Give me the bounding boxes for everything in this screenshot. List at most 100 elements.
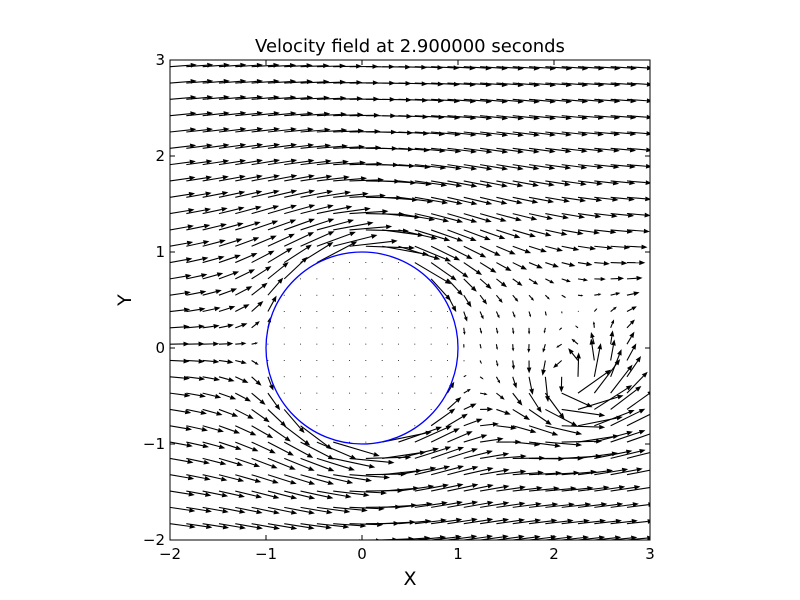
velocity-arrow: [594, 276, 606, 282]
velocity-arrow: [218, 323, 234, 329]
velocity-arrow: [463, 374, 467, 378]
velocity-arrow: [365, 425, 367, 427]
velocity-arrow: [414, 392, 416, 394]
velocity-arrow: [218, 506, 246, 514]
velocity-arrow: [512, 502, 542, 508]
velocity-arrow: [235, 269, 256, 280]
velocity-arrow: [381, 262, 383, 264]
velocity-arrow: [463, 213, 492, 223]
velocity-arrow: [479, 278, 492, 290]
velocity-arrow: [479, 517, 510, 525]
velocity-arrow: [251, 127, 280, 133]
velocity-arrow: [202, 408, 223, 416]
velocity-arrow: [463, 483, 494, 492]
velocity-arrow: [480, 534, 509, 540]
velocity-arrow: [284, 189, 316, 198]
velocity-arrow: [333, 191, 369, 198]
velocity-arrow: [316, 294, 318, 296]
velocity-arrow: [251, 506, 280, 515]
velocity-arrow: [512, 229, 536, 238]
velocity-arrow: [447, 180, 478, 188]
velocity-arrow: [251, 142, 281, 149]
velocity-arrow: [251, 441, 276, 454]
velocity-arrow: [300, 392, 302, 394]
velocity-arrow: [479, 360, 482, 365]
velocity-arrow: [594, 196, 619, 202]
velocity-arrow: [512, 376, 517, 389]
velocity-arrow: [577, 245, 597, 251]
velocity-arrow: [479, 196, 508, 205]
velocity-arrow: [170, 224, 194, 231]
velocity-arrow: [496, 469, 527, 476]
velocity-arrow: [186, 490, 212, 497]
y-tick-labels: −2 −1 0 1 2 3: [143, 51, 165, 549]
velocity-arrow: [186, 474, 211, 481]
x-tick-label: −2: [159, 545, 181, 563]
velocity-arrow: [332, 294, 334, 296]
velocity-arrow: [479, 392, 488, 396]
velocity-arrow: [553, 360, 563, 369]
velocity-arrow: [235, 323, 248, 329]
velocity-arrow: [365, 408, 367, 410]
velocity-arrow: [496, 408, 511, 415]
velocity-arrow: [561, 294, 567, 298]
velocity-arrow: [496, 131, 525, 137]
velocity-arrow: [186, 240, 210, 247]
velocity-arrow: [284, 204, 316, 215]
velocity-arrow: [300, 376, 302, 378]
velocity-arrow: [365, 376, 367, 378]
velocity-arrow: [430, 311, 432, 313]
velocity-arrow: [512, 425, 537, 434]
velocity-arrow: [463, 229, 491, 241]
velocity-arrow: [333, 221, 374, 231]
velocity-arrow: [626, 228, 650, 234]
velocity-arrow: [577, 213, 602, 219]
velocity-arrow: [577, 485, 610, 492]
velocity-arrow: [218, 341, 234, 347]
velocity-arrow: [543, 327, 546, 334]
velocity-arrow: [626, 391, 650, 410]
velocity-arrow: [431, 164, 462, 171]
velocity-arrow: [414, 245, 452, 262]
velocity-arrow: [463, 147, 493, 154]
velocity-arrow: [251, 250, 275, 264]
velocity-arrow: [446, 327, 448, 329]
velocity-arrow: [446, 311, 448, 313]
velocity-arrow: [349, 522, 384, 527]
velocity-arrow: [235, 392, 252, 402]
velocity-arrow: [186, 223, 211, 231]
velocity-arrow: [251, 266, 272, 280]
velocity-arrow: [398, 164, 431, 170]
velocity-arrow: [447, 483, 479, 492]
velocity-arrow: [251, 342, 259, 345]
velocity-arrow: [545, 441, 583, 448]
velocity-arrow: [170, 441, 193, 448]
velocity-arrow: [300, 408, 302, 410]
velocity-arrow: [283, 244, 312, 264]
velocity-arrow: [218, 408, 239, 417]
velocity-arrow: [495, 360, 499, 367]
velocity-arrow: [332, 262, 334, 264]
velocity-arrow: [186, 191, 212, 198]
velocity-arrow: [414, 180, 448, 188]
velocity-arrow: [397, 311, 399, 313]
velocity-arrow: [594, 449, 633, 459]
velocity-arrow: [186, 408, 207, 415]
velocity-arrow: [235, 359, 247, 365]
velocity-arrow: [316, 457, 355, 471]
velocity-arrow: [397, 343, 399, 345]
velocity-arrow: [170, 62, 197, 68]
velocity-arrow: [284, 143, 315, 149]
velocity-arrow: [430, 428, 460, 443]
velocity-arrow: [463, 278, 477, 292]
velocity-arrow: [397, 425, 399, 427]
velocity-arrow: [430, 294, 432, 296]
velocity-arrow: [186, 425, 208, 432]
velocity-arrow: [463, 164, 493, 171]
y-axis-label: Y: [114, 294, 136, 307]
velocity-arrow: [626, 81, 650, 87]
velocity-arrow: [218, 441, 242, 450]
velocity-arrow: [316, 539, 343, 540]
velocity-arrow: [479, 180, 508, 188]
velocity-arrow: [594, 245, 614, 251]
